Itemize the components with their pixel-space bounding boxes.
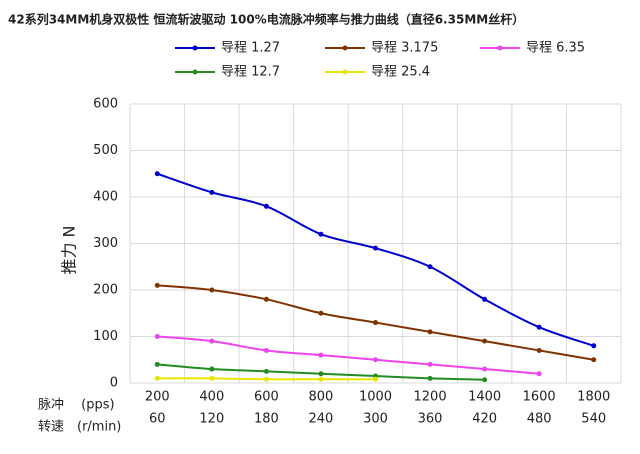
- x2-axis-label: 转速 (r/min): [38, 420, 121, 435]
- x-tick-label: 400: [199, 390, 224, 405]
- point: [427, 361, 433, 367]
- series-line: [156, 172, 595, 347]
- point: [373, 245, 378, 251]
- x2-tick-label: 540: [581, 412, 606, 427]
- point: [154, 361, 160, 367]
- x2-tick-label: 180: [254, 412, 279, 427]
- point: [536, 347, 542, 353]
- point: [591, 357, 597, 363]
- legend-marker: [342, 69, 348, 75]
- x-tick-label: 1200: [414, 390, 447, 405]
- x-tick-label: 1000: [359, 390, 392, 405]
- point: [154, 282, 160, 288]
- legend-marker: [192, 45, 198, 51]
- x2-tick-label: 300: [363, 412, 388, 427]
- point: [209, 375, 215, 381]
- point: [318, 231, 324, 237]
- point: [318, 376, 324, 382]
- x2-tick-label: 120: [199, 412, 224, 427]
- point: [263, 347, 269, 353]
- x-tick-label: 200: [145, 390, 170, 405]
- x-tick-label: 800: [309, 390, 334, 405]
- point: [209, 338, 215, 344]
- point: [154, 334, 160, 339]
- point: [536, 324, 542, 330]
- point: [373, 320, 378, 326]
- series-line: [157, 335, 540, 375]
- point: [482, 377, 488, 383]
- legend-label: 导程 6.35: [526, 41, 585, 56]
- y-tick-label: 300: [93, 236, 118, 251]
- x2-tick-label: 480: [527, 412, 552, 427]
- y-tick-label: 200: [93, 283, 118, 298]
- x-tick-label: 600: [254, 390, 279, 405]
- point: [318, 371, 324, 377]
- legend-marker: [342, 45, 348, 51]
- point: [427, 375, 433, 381]
- point: [263, 203, 269, 209]
- point: [373, 376, 378, 382]
- point: [318, 310, 324, 316]
- x2-tick-label: 420: [472, 412, 497, 427]
- legend-label: 导程 12.7: [221, 65, 280, 80]
- y-axis-label: 推力 N: [60, 225, 79, 274]
- point: [373, 357, 378, 363]
- x-tick-label: 1800: [577, 390, 610, 405]
- point: [318, 352, 324, 358]
- y-tick-label: 400: [93, 190, 118, 205]
- x2-tick-label: 240: [309, 412, 334, 427]
- point: [536, 371, 542, 377]
- point: [154, 375, 160, 381]
- y-tick-label: 100: [93, 329, 118, 344]
- y-tick-label: 600: [93, 97, 118, 112]
- point: [482, 296, 488, 302]
- legend-marker: [497, 45, 503, 51]
- point: [154, 171, 160, 177]
- x2-tick-label: 360: [418, 412, 443, 427]
- x-tick-label: 1400: [468, 390, 501, 405]
- y-tick-label: 500: [93, 143, 118, 158]
- x2-tick-label: 60: [149, 412, 166, 427]
- point: [209, 366, 215, 372]
- point: [263, 368, 269, 374]
- point: [209, 189, 215, 195]
- point: [427, 264, 433, 270]
- legend-marker: [192, 69, 198, 75]
- point: [482, 366, 488, 372]
- x-axis-label: 脉冲 (pps): [38, 398, 115, 413]
- x-tick-label: 1600: [523, 390, 556, 405]
- point: [427, 329, 433, 335]
- legend-label: 导程 1.27: [221, 41, 280, 56]
- point: [591, 343, 597, 349]
- point: [263, 296, 269, 302]
- legend-label: 导程 25.4: [371, 65, 430, 80]
- point: [482, 338, 488, 344]
- y-tick-label: 0: [110, 376, 118, 391]
- point: [209, 287, 215, 293]
- legend-label: 导程 3.175: [371, 41, 438, 56]
- chart-title: 42系列34MM机身双极性 恒流斩波驱动 100%电流脉冲频率与推力曲线（直径6…: [8, 12, 524, 27]
- point: [263, 376, 269, 382]
